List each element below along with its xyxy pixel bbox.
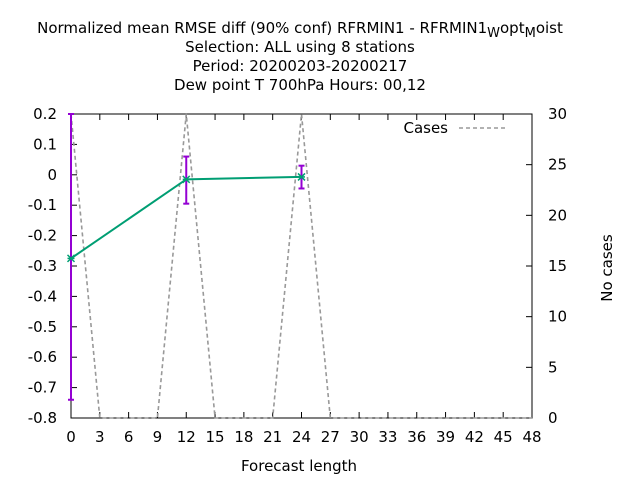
chart-title-line-2: Selection: ALL using 8 stations [185,38,415,56]
x-tick-label: 33 [378,428,397,446]
x-tick-label: 24 [292,428,311,446]
y-left-tick-label: -0.5 [28,318,57,336]
x-tick-label: 15 [206,428,225,446]
x-tick-label: 39 [436,428,455,446]
x-tick-label: 30 [350,428,369,446]
x-tick-label: 12 [177,428,196,446]
x-axis-label: Forecast length [241,457,357,475]
data-point [182,175,191,184]
y-left-tick-label: -0.4 [28,287,57,305]
y-right-tick-label: 20 [548,206,567,224]
data-point [297,172,306,181]
data-point [66,254,76,263]
x-tick-label: 0 [66,428,76,446]
cases-series [70,113,532,419]
title-sub-m: M [525,26,536,41]
y-right-tick-label: 10 [548,308,567,326]
chart-title-line-1: Normalized mean RMSE diff (90% conf) RFR… [37,19,563,41]
chart-title-line-3: Period: 20200203-20200217 [193,57,408,75]
y-left-tick-label: 0 [47,166,57,184]
y-left-tick-label: 0.2 [33,105,57,123]
x-tick-label: 9 [153,428,163,446]
y-left-tick-label: -0.3 [28,257,57,275]
title-mid: opt [500,19,525,37]
x-tick-label: 3 [95,428,105,446]
y-right-tick-label: 15 [548,257,567,275]
x-tick-label: 18 [234,428,253,446]
x-axis-ticks: 0 3 6 9 12 15 18 21 24 27 30 33 36 39 42 45 48 [66,114,542,446]
title-prefix: Normalized mean RMSE diff (90% conf) RFR… [37,19,487,37]
y-left-tick-label: -0.2 [28,227,57,245]
chart-title-line-4: Dew point T 700hPa Hours: 00,12 [174,76,426,94]
title-sub-w: W [487,26,500,41]
x-tick-label: 42 [465,428,484,446]
title-suffix: oist [536,19,563,37]
y-axis-right-label: No cases [598,234,616,302]
y-right-tick-label: 0 [548,409,558,427]
x-tick-label: 45 [494,428,513,446]
x-tick-label: 21 [263,428,282,446]
y-right-tick-label: 5 [548,358,558,376]
main-series [66,113,306,401]
x-tick-label: 48 [522,428,541,446]
y-left-tick-label: 0.1 [33,135,57,153]
plot-frame [70,113,533,419]
legend: Cases [403,119,506,137]
cases-line [70,113,532,419]
legend-label-cases: Cases [403,119,448,137]
y-left-tick-label: -0.8 [28,409,57,427]
y-left-tick-label: -0.6 [28,348,57,366]
y-left-tick-label: -0.7 [28,379,57,397]
y-left-tick-label: -0.1 [28,196,57,214]
y-axis-right-ticks: 30 25 20 15 10 5 0 [526,105,567,427]
x-tick-label: 6 [124,428,134,446]
y-right-tick-label: 30 [548,105,567,123]
x-tick-label: 27 [321,428,340,446]
x-tick-label: 36 [407,428,426,446]
y-axis-left-ticks: 0.2 0.1 0 -0.1 -0.2 -0.3 -0.4 -0.5 -0.6 -0.7 -0.8 [28,105,77,427]
y-right-tick-label: 25 [548,156,567,174]
